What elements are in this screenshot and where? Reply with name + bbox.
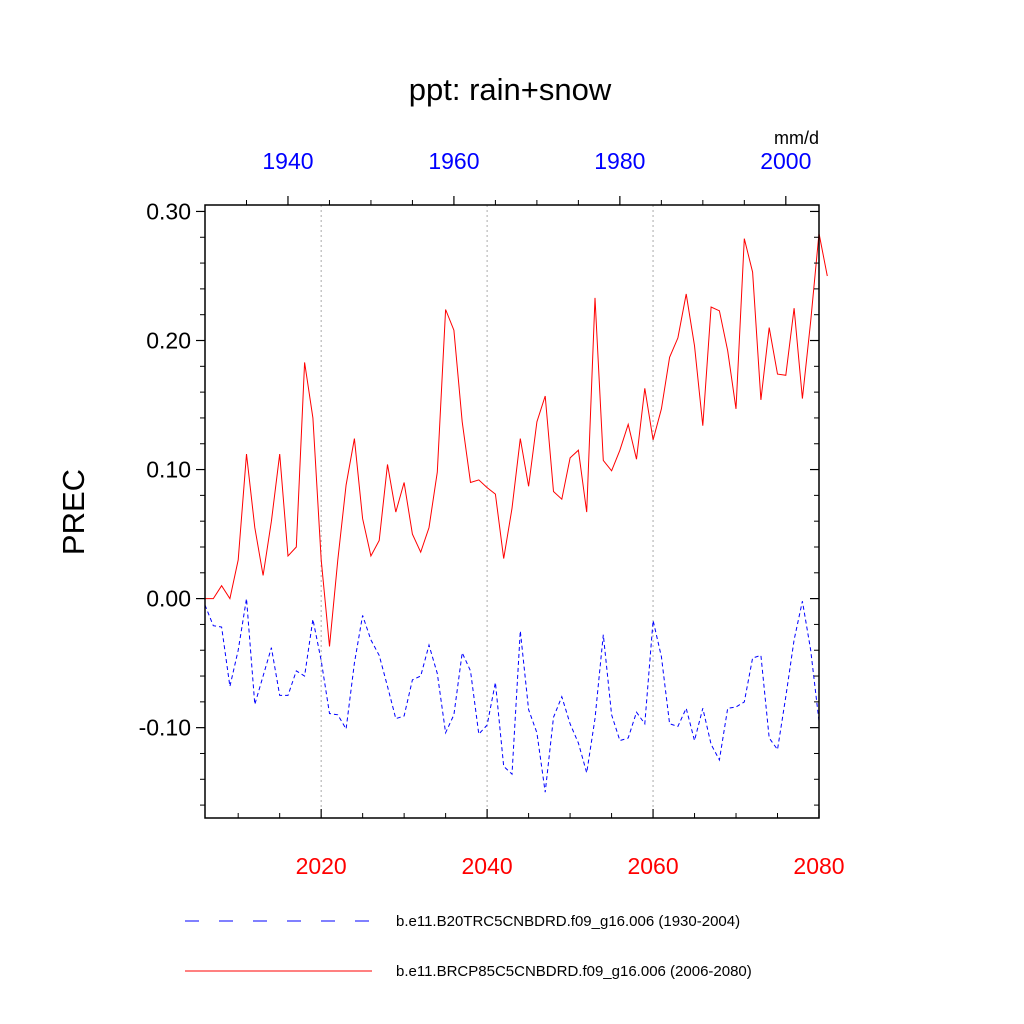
- x-axis-bottom: 2020 2040 2060 2080: [237, 809, 845, 879]
- x-top-tick-label: 1940: [262, 148, 313, 174]
- plot-frame: [204, 204, 820, 819]
- units-label: mm/d: [774, 128, 819, 148]
- x-top-tick-label: 1980: [594, 148, 645, 174]
- x-bottom-tick-label: 2060: [627, 853, 678, 879]
- gridlines: [320, 205, 654, 818]
- y-tick-label: 0.10: [146, 457, 191, 483]
- chart-title: ppt: rain+snow: [409, 72, 612, 107]
- legend: b.e11.B20TRC5CNBDRD.f09_g16.006 (1930-20…: [185, 913, 752, 980]
- x-bottom-tick-label: 2020: [296, 853, 347, 879]
- x-axis-top: 1940 1960 1980 2000: [245, 148, 811, 205]
- series-line-1: [205, 233, 828, 647]
- y-tick-label: -0.10: [139, 715, 191, 741]
- y-tick-label: 0.20: [146, 328, 191, 354]
- x-top-tick-label: 2000: [760, 148, 811, 174]
- x-bottom-tick-label: 2040: [462, 853, 513, 879]
- legend-label-0: b.e11.B20TRC5CNBDRD.f09_g16.006 (1930-20…: [396, 913, 740, 930]
- series-line-0: [204, 598, 820, 793]
- x-top-tick-label: 1960: [428, 148, 479, 174]
- y-tick-label: 0.30: [146, 198, 191, 224]
- y-tick-label: 0.00: [146, 586, 191, 612]
- y-axis: 0.30 0.20 0.10 0.00 -0.10: [139, 198, 819, 806]
- y-axis-label: PREC: [56, 469, 91, 555]
- series-group: [204, 233, 828, 793]
- x-bottom-tick-label: 2080: [793, 853, 844, 879]
- legend-label-1: b.e11.BRCP85C5CNBDRD.f09_g16.006 (2006-2…: [396, 963, 752, 980]
